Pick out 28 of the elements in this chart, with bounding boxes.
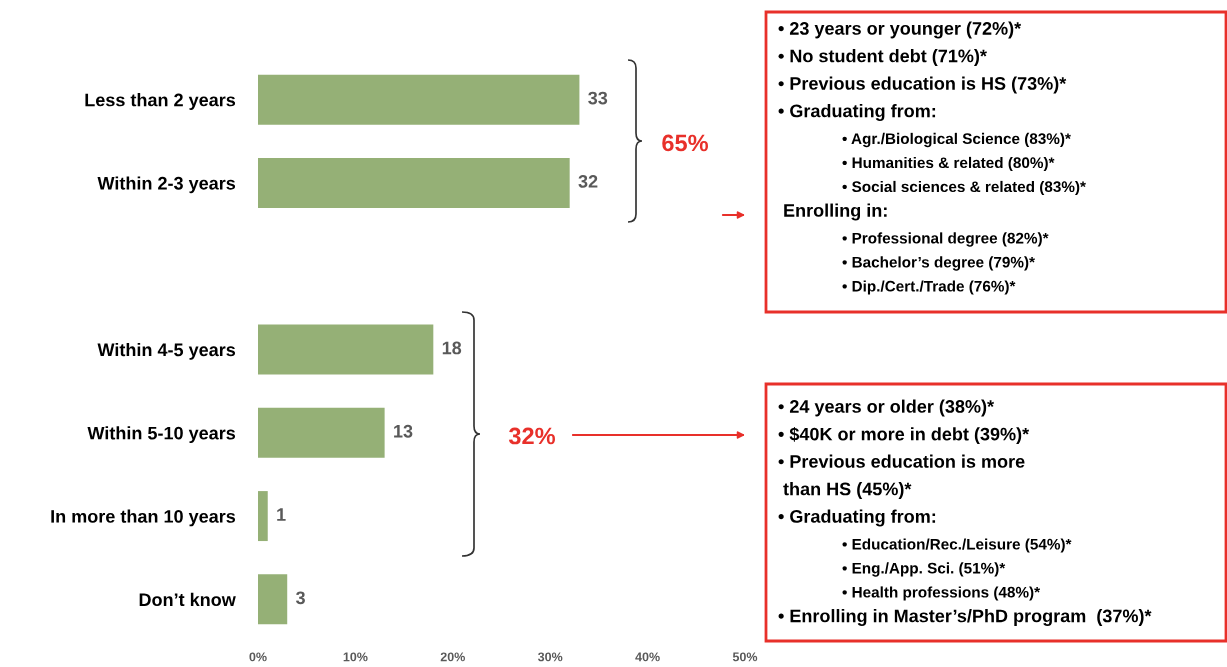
x-tick-label: 30% [537, 652, 563, 662]
data-label: 1 [277, 508, 286, 521]
y-tick-label: Less than 2 years [85, 93, 236, 110]
annotation: 65% [662, 134, 709, 152]
x-tick-label: 10% [343, 652, 368, 662]
y-tick-label: Within 5-10 years [87, 426, 236, 444]
data-label: 13 [394, 424, 413, 438]
bar [258, 74, 580, 125]
text: • 24 years or older (38%)* • $40K or more in debt (39%)* • Previous education is more than HS (45%)* • Graduating from: • Education/Rec./Leisure (54%)* • Eng./App. Sci. (51%)* • Health professions (48%)* • Enrolling in Master’s/PhD program (37%)* [778, 399, 1152, 626]
bar [258, 157, 570, 208]
data-label: 3 [295, 591, 305, 605]
y-tick-label: Within 4-5 years [97, 342, 236, 360]
bar [258, 574, 288, 625]
bar [258, 491, 268, 542]
y-tick-label: Within 2-3 years [97, 176, 236, 194]
bar [258, 324, 434, 375]
y-tick-label: Don’t know [139, 592, 236, 607]
x-tick-label: 0% [249, 652, 267, 662]
data-label: 18 [442, 341, 462, 355]
x-tick-label: 50% [732, 652, 758, 662]
data-label: 32 [578, 174, 598, 188]
text: • 23 years or younger (72%)* • No student debt (71%)* • Previous education is HS (73%)* • Graduating from: • Agr./Biological Science (83%)* • Humanities & related (80%)* • Social sciences & related (83%)* Enrolling in: • Professional degree (82%)* • Bachelor’s degree (79%)* • Dip./Cert./Trade (76%)* [778, 21, 1086, 295]
data-label: 33 [588, 91, 608, 105]
y-tick-label: In more than 10 years [51, 509, 236, 527]
annotation: 32% [508, 427, 556, 445]
bar [258, 407, 385, 458]
x-tick-label: 20% [440, 652, 465, 662]
x-tick-label: 40% [635, 652, 660, 662]
